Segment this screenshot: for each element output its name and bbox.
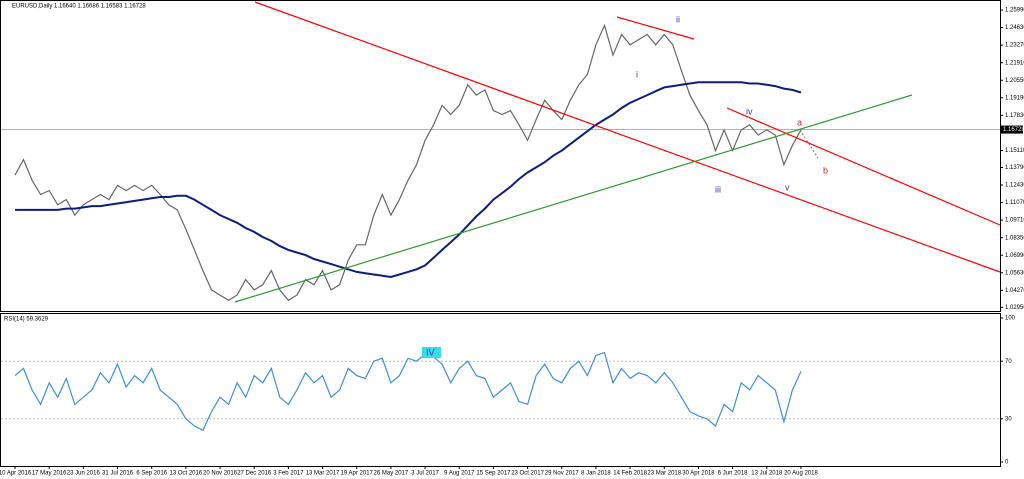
- x-tick-label: 3 Feb 2017: [273, 471, 304, 477]
- y-tick-label: 1.15110: [1005, 148, 1024, 154]
- x-tick-label: 23 Mar 2018: [647, 471, 681, 477]
- y-tick-label: 1.11070: [1005, 200, 1024, 206]
- x-tick-label: 29 Nov 2017: [545, 471, 580, 477]
- y-tick-label: 100: [1005, 316, 1016, 322]
- wave-label: i: [636, 69, 638, 79]
- x-tick-label: 30 Apr 2018: [682, 471, 715, 477]
- series-line: [14, 23, 802, 302]
- y-tick-label: 1.04270: [1005, 288, 1024, 294]
- price-panel: [0, 0, 1001, 312]
- x-tick-label: 6 Sep 2016: [136, 471, 167, 477]
- x-tick-label: 23 Oct 2017: [511, 471, 544, 477]
- trend-lines: [234, 1, 1001, 358]
- y-tick-label: 70: [1005, 359, 1012, 365]
- y-tick-label: 1.17830: [1005, 113, 1024, 119]
- x-tick-label: 9 Aug 2017: [444, 471, 475, 477]
- y-tick-label: 1.19190: [1005, 95, 1024, 101]
- x-tick-label: 6 Jun 2018: [718, 471, 748, 477]
- x-tick-label: 10 Apr 2016: [0, 471, 32, 477]
- channel-line: [254, 1, 1001, 273]
- wave-label: ii: [676, 14, 680, 24]
- x-tick-label: 20 Aug 2018: [784, 471, 818, 477]
- wave-label: iv: [746, 106, 753, 116]
- x-tick-label: 27 Dec 2016: [237, 471, 272, 477]
- y-tick-label: 1.23270: [1005, 43, 1024, 49]
- series-line: [14, 351, 802, 432]
- y-tick-label: 1.12430: [1005, 183, 1024, 189]
- wave-label: v: [785, 182, 790, 192]
- wave-label: iii: [715, 184, 721, 194]
- x-tick-label: 13 Oct 2016: [170, 471, 203, 477]
- y-tick-label: 30: [1005, 416, 1012, 422]
- x-tick-label: 15 Sep 2017: [476, 471, 511, 477]
- price-label-box: [1001, 125, 1023, 134]
- x-tick-label: 20 Nov 2016: [203, 471, 238, 477]
- y-tick-label: 1.02950: [1005, 305, 1024, 311]
- x-tick-label: 31 Jul 2016: [102, 471, 134, 477]
- y-tick-label: 0: [1005, 460, 1009, 466]
- highlight-box: [422, 347, 441, 358]
- channel-line: [616, 16, 695, 40]
- x-tick-label: 13 Jul 2018: [751, 471, 783, 477]
- y-tick-label: 1.13790: [1005, 165, 1024, 171]
- series-line: [15, 81, 802, 279]
- x-tick-label: 13 Mar 2017: [306, 471, 340, 477]
- x-tick-label: 26 May 2017: [374, 471, 409, 477]
- y-tick-label: 1.08350: [1005, 235, 1024, 241]
- x-tick-label: 14 Feb 2018: [613, 471, 647, 477]
- y-tick-label: 1.09710: [1005, 218, 1024, 224]
- x-tick-label: 3 Jul 2017: [411, 471, 439, 477]
- y-tick-label: 1.20550: [1005, 78, 1024, 84]
- projection-line: [799, 129, 819, 159]
- y-tick-label: 1.06990: [1005, 253, 1024, 259]
- rsi-panel: [0, 313, 1001, 467]
- y-tick-label: 1.24630: [1005, 25, 1024, 31]
- y-tick-label: 1.05630: [1005, 270, 1024, 276]
- chart-title: EURUSD,Daily 1.16640 1.16686 1.16583 1.1…: [12, 4, 146, 10]
- rsi-title: RSI(14) 59.3629: [4, 317, 49, 323]
- y-tick-label: 1.25990: [1005, 8, 1024, 14]
- x-tick-label: 19 Apr 2017: [341, 471, 374, 477]
- channel-line: [726, 107, 1001, 226]
- price-label: 1.16728: [1003, 127, 1024, 133]
- support-line: [234, 94, 913, 303]
- wave-label: b: [823, 165, 828, 175]
- x-tick-label: 17 May 2016: [32, 471, 67, 477]
- wave-label: IV: [426, 347, 435, 357]
- x-tick-label: 8 Jan 2018: [581, 471, 611, 477]
- y-tick-label: 1.21910: [1005, 60, 1024, 66]
- x-tick-label: 23 Jun 2016: [67, 471, 101, 477]
- wave-label: a: [797, 117, 802, 127]
